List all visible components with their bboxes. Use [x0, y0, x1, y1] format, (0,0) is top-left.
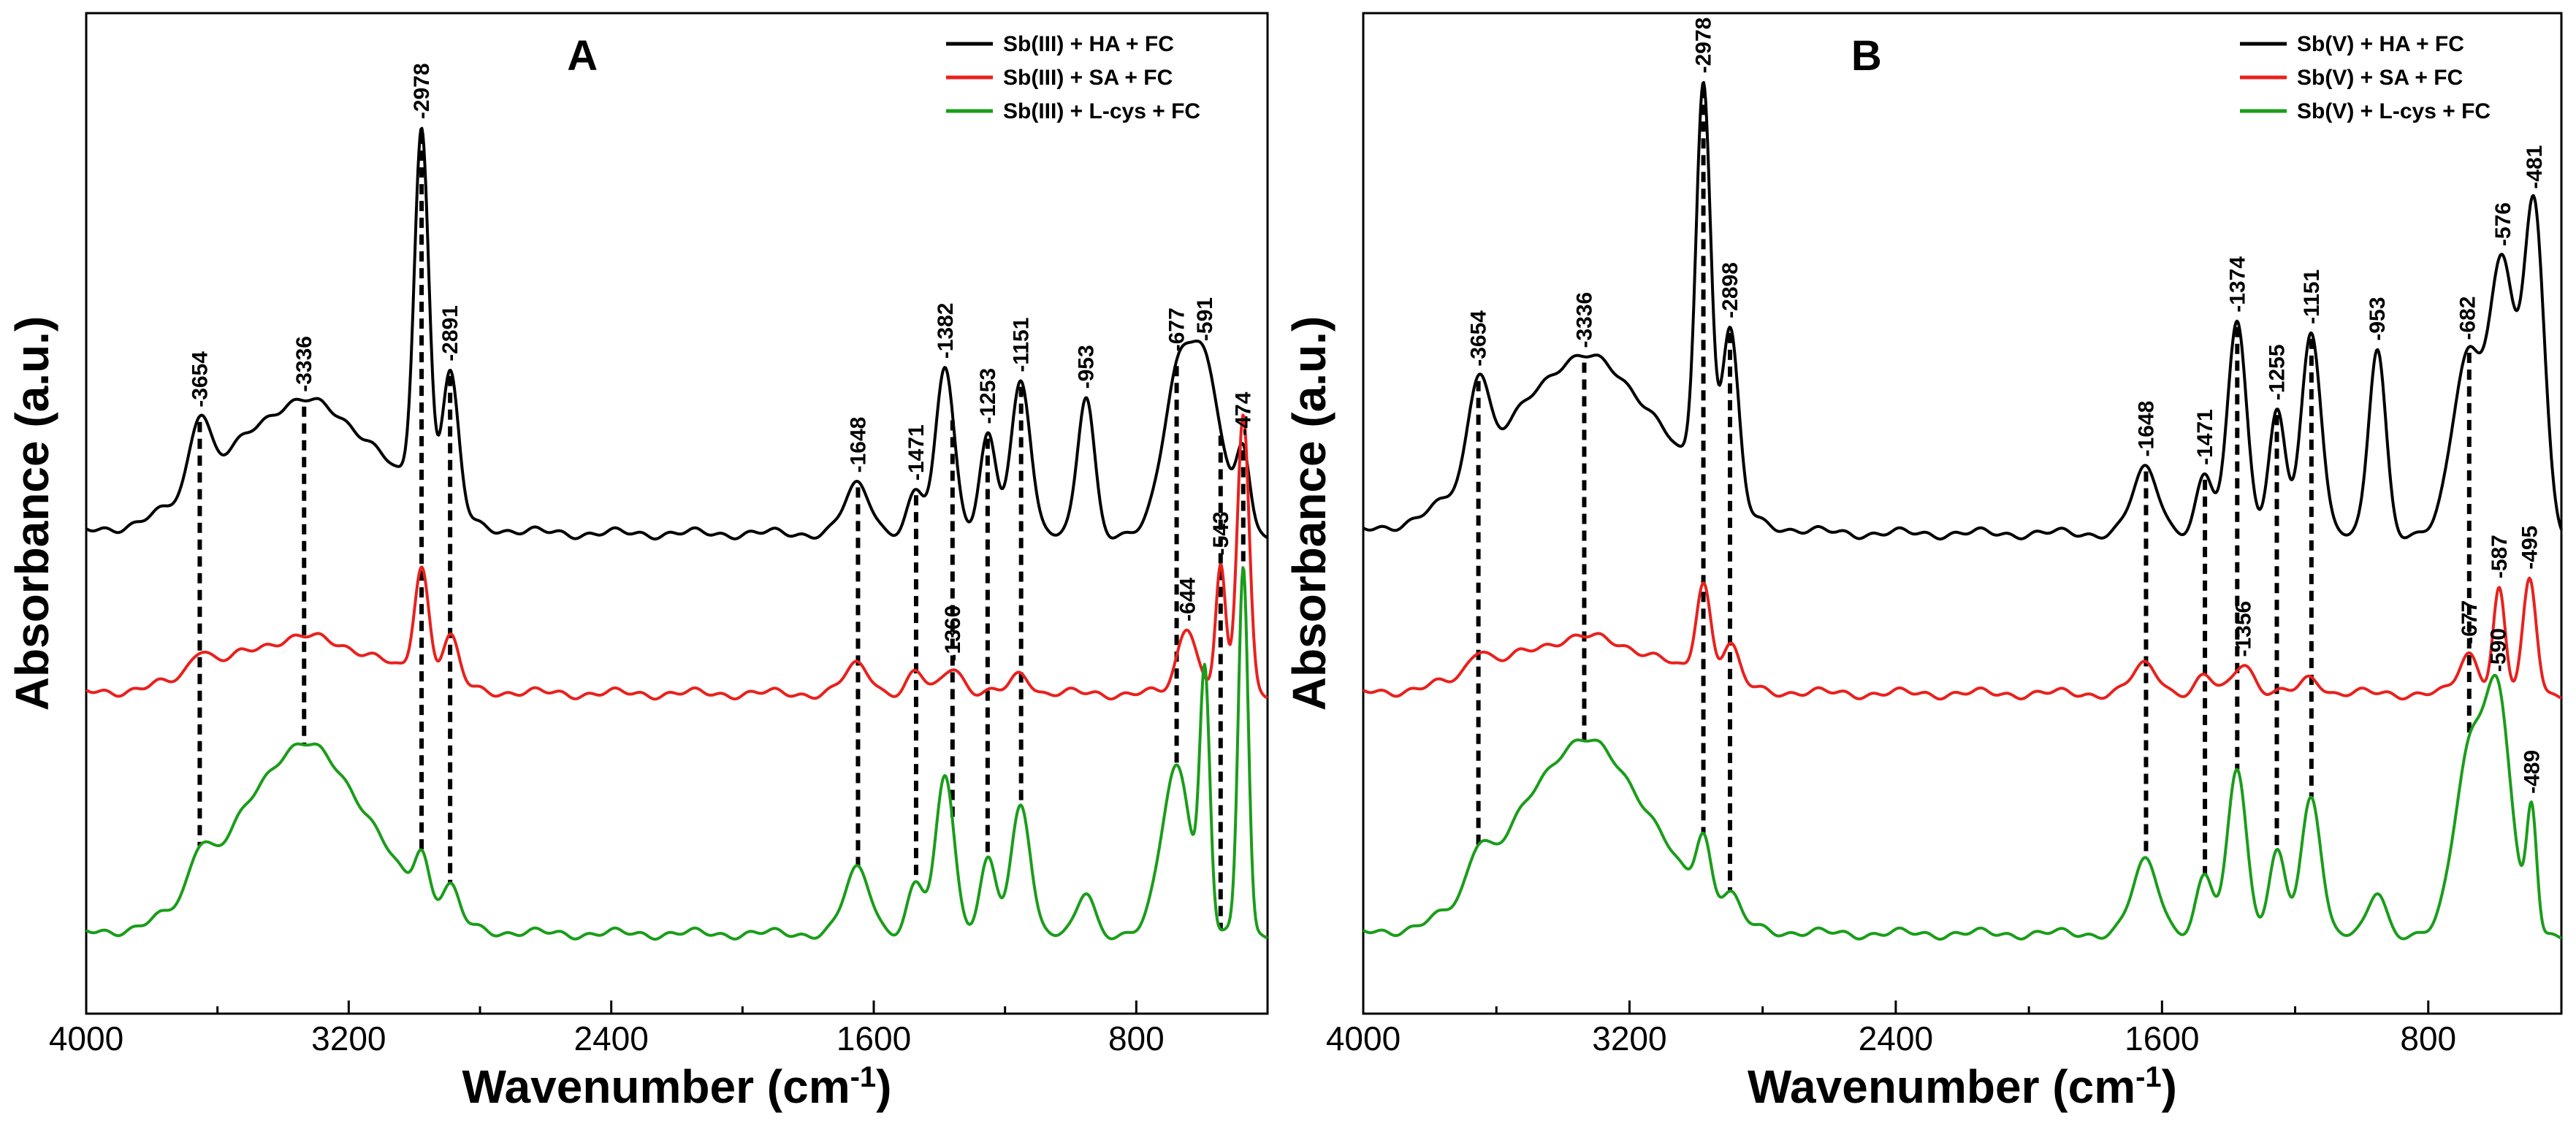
- peak-label: -2978: [410, 63, 434, 119]
- y-axis-title: Absorbance (a.u.): [1283, 316, 1335, 711]
- series-line-sb-v-l-cys-fc: [1363, 673, 2562, 941]
- peak-label: -474: [1232, 391, 1256, 435]
- peak-label: -677: [2458, 600, 2482, 644]
- peak-label: -1151: [2300, 269, 2324, 324]
- plot-frame: [1362, 12, 2563, 1015]
- peak-label: -481: [2523, 145, 2547, 189]
- peak-label: -1356: [2231, 601, 2255, 657]
- peak-label: -1360: [941, 605, 965, 662]
- x-tick-label: 2400: [1859, 1019, 1933, 1057]
- peak-label: -543: [1209, 511, 1233, 555]
- series-line-sb-iii-sa-fc: [85, 413, 1268, 701]
- x-tick-label: 800: [1108, 1019, 1165, 1057]
- panel-letter: A: [567, 32, 598, 80]
- series-line-sb-v-ha-fc: [1363, 81, 2563, 541]
- peak-label: -1648: [846, 417, 870, 473]
- peak-label: -677: [1165, 307, 1189, 351]
- peak-label: -495: [2518, 526, 2542, 570]
- peak-label: -2891: [438, 305, 462, 361]
- peak-label: -1253: [976, 368, 1000, 424]
- peak-label: -1648: [2134, 401, 2158, 457]
- peak-label: -3654: [188, 351, 212, 408]
- legend-entry: Sb(III) + L-cys + FC: [1003, 99, 1200, 123]
- peak-label: -2978: [1692, 18, 1716, 74]
- peak-label: -644: [1175, 578, 1200, 621]
- peak-label: -591: [1193, 297, 1217, 341]
- legend-entry: Sb(V) + SA + FC: [2297, 66, 2463, 90]
- peak-label: -489: [2520, 750, 2544, 794]
- peak-label: -1151: [1010, 318, 1034, 372]
- x-tick-label: 2400: [573, 1019, 648, 1057]
- peak-label: -953: [1075, 345, 1099, 389]
- x-tick-label: 3200: [311, 1019, 386, 1057]
- x-axis-title: Wavenumber (cm-1): [462, 1060, 892, 1113]
- peak-label: -3336: [1572, 292, 1596, 348]
- peak-label: -2898: [1718, 262, 1742, 318]
- plot-frame: [85, 12, 1269, 1015]
- panel-b: 4000 3200 2400 1600 800 Wavenumber (cm-1) Abso…: [1283, 12, 2563, 1113]
- x-tick-label: 800: [2400, 1019, 2456, 1057]
- peak-label: -576: [2491, 202, 2515, 246]
- x-tick-label: 1600: [2125, 1019, 2199, 1057]
- peak-label: -3654: [1467, 310, 1491, 367]
- legend-entry: Sb(V) + HA + FC: [2297, 32, 2464, 56]
- peak-label: -953: [2366, 297, 2390, 341]
- x-tick-label: 4000: [1326, 1019, 1401, 1057]
- x-axis-title: Wavenumber (cm-1): [1748, 1060, 2177, 1113]
- x-tick-label: 4000: [49, 1019, 123, 1057]
- y-axis-title: Absorbance (a.u.): [6, 316, 58, 711]
- x-tick-label: 1600: [837, 1019, 911, 1057]
- peak-label: -682: [2456, 296, 2480, 340]
- series-line-sb-iii-l-cys-fc: [85, 566, 1268, 941]
- peak-label: -1382: [934, 302, 958, 359]
- peak-label: -1471: [2193, 409, 2217, 465]
- peak-label: -3336: [292, 336, 316, 392]
- peak-label: -587: [2488, 535, 2512, 578]
- legend-entry: Sb(V) + L-cys + FC: [2297, 99, 2491, 123]
- peak-label: -1255: [2266, 344, 2290, 400]
- panel-letter: B: [1851, 32, 1882, 80]
- series-line-sb-v-sa-fc: [1363, 576, 2562, 701]
- peak-label: -1374: [2225, 256, 2249, 313]
- peak-label: -590: [2486, 628, 2510, 672]
- legend-entry: Sb(III) + SA + FC: [1003, 66, 1173, 90]
- x-tick-label: 3200: [1592, 1019, 1666, 1057]
- peak-label: -1471: [904, 424, 929, 481]
- series-line-sb-iii-ha-fc: [85, 126, 1268, 541]
- legend-entry: Sb(III) + HA + FC: [1003, 32, 1174, 56]
- panel-a: 4000 3200 2400 1600 800 Wavenumber (cm-1) Abso…: [6, 12, 1269, 1113]
